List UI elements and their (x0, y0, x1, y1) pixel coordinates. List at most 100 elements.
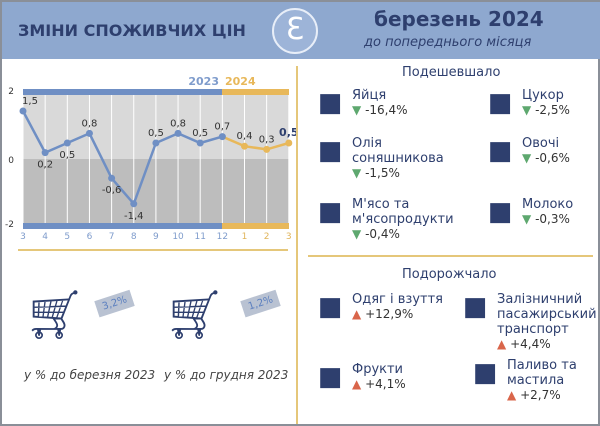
data-label: 0,7 (214, 122, 230, 133)
category-item: ■ Цукор ▼ -2,5% (482, 88, 598, 118)
category-item: ■ Яйця ▼ -16,4% (312, 88, 472, 118)
band-2023 (23, 89, 222, 95)
vegetables-icon: ■ (487, 136, 513, 166)
x-tick-label: 6 (87, 232, 93, 242)
data-point (63, 139, 71, 147)
category-change: ▼ -0,6% (522, 151, 570, 165)
year-label-2024: 2024 (225, 75, 256, 88)
y-tick-label: 0 (8, 156, 14, 166)
fuel-icon: ■ (472, 358, 498, 388)
band-2023 (23, 223, 222, 229)
data-label: 0,5 (279, 126, 296, 139)
category-change: ▲ +4,1% (352, 377, 406, 391)
triangle-down-icon: ▼ (522, 151, 532, 165)
category-change: ▼ -0,3% (522, 212, 570, 226)
cart-icon: 🛒︎ (164, 287, 225, 343)
y-tick-label: -2 (5, 220, 14, 230)
x-tick-label: 10 (172, 232, 184, 242)
data-point (85, 129, 93, 137)
series-line-2024 (221, 135, 290, 151)
data-label: 0,8 (81, 118, 97, 129)
category-name: Залізничний пасажирський транспорт (497, 292, 597, 337)
data-point (218, 133, 226, 141)
category-name: Олія соняшникова (352, 136, 444, 166)
data-point (285, 139, 293, 147)
data-label: -1,4 (124, 211, 144, 222)
category-change: ▼ -16,4% (352, 103, 408, 117)
annual-change-tag: 3,2% (94, 289, 136, 318)
category-name: Фрукти (352, 362, 404, 377)
category-change: ▼ -1,5% (352, 166, 400, 180)
report-month: березень 2024 (374, 7, 544, 31)
category-item: ■ Фрукти ▲ +4,1% (312, 362, 452, 392)
x-tick-label: 9 (153, 232, 159, 242)
x-tick-label: 7 (109, 232, 115, 242)
x-tick-label: 1 (242, 232, 248, 242)
data-label: 0,2 (37, 160, 53, 171)
x-tick-label: 4 (42, 232, 48, 242)
report-subtitle: до попереднього місяця (364, 35, 532, 50)
triangle-down-icon: ▼ (522, 212, 532, 226)
triangle-up-icon: ▲ (507, 388, 517, 402)
oil-icon: ■ (317, 136, 343, 166)
triangle-up-icon: ▲ (352, 377, 362, 391)
annual-caption: у % до березня 2023 (24, 368, 156, 382)
category-item: ■ Залізничний пасажирський транспорт ▲ +… (457, 292, 597, 352)
x-tick-label: 5 (64, 232, 70, 242)
divider (308, 255, 593, 257)
category-item: ■ Молоко ▼ -0,3% (482, 197, 598, 227)
category-change: ▲ +4,4% (497, 337, 551, 351)
divider (296, 66, 298, 424)
band-2024 (222, 223, 289, 229)
band-2024 (222, 89, 289, 95)
train-icon: ■ (462, 292, 488, 322)
y-tick-label: 2 (8, 87, 14, 97)
page-title: ЗМІНИ СПОЖИВЧИХ ЦІН (18, 21, 246, 40)
data-point (130, 200, 138, 208)
data-label: 0,4 (237, 131, 253, 142)
data-label: 1,5 (22, 96, 38, 107)
sugar-icon: ■ (487, 88, 513, 118)
data-label: 0,8 (170, 118, 186, 129)
data-label: 0,5 (192, 128, 208, 139)
category-name: Яйця (352, 88, 387, 103)
data-label: 0,5 (148, 128, 164, 139)
category-name: Овочі (522, 136, 560, 151)
pricier-heading: Подорожчало (402, 267, 497, 282)
data-point (196, 139, 204, 147)
cheaper-heading: Подешевшало (402, 65, 501, 80)
triangle-up-icon: ▲ (352, 307, 362, 321)
eggs-icon: ■ (317, 88, 343, 118)
year-label-2023: 2023 (188, 75, 219, 88)
x-tick-label: 3 (20, 232, 26, 242)
x-tick-label: 2 (264, 232, 270, 242)
data-point (241, 142, 248, 150)
meat-icon: ■ (317, 197, 343, 227)
x-tick-label: 8 (131, 232, 137, 242)
data-point (108, 174, 116, 182)
category-name: Одяг і взуття (352, 292, 443, 307)
category-name: М'ясо та м'ясопродукти (352, 197, 454, 227)
category-name: Паливо та мастила (507, 358, 577, 388)
fruit-icon: ■ (317, 362, 343, 392)
data-point (152, 139, 160, 147)
category-item: ■ М'ясо та м'ясопродукти ▼ -0,4% (312, 197, 472, 242)
ytd-change-tag: 1,2% (240, 289, 282, 318)
triangle-up-icon: ▲ (497, 337, 507, 351)
data-label: 0,3 (259, 134, 275, 145)
category-change: ▼ -0,4% (352, 227, 400, 241)
cart-icon: 🛒︎ (24, 287, 85, 343)
series-line-2023 (21, 110, 223, 207)
x-tick-label: 12 (217, 232, 228, 242)
data-point (41, 149, 49, 157)
data-label: -0,6 (102, 185, 122, 196)
category-name: Цукор (522, 88, 564, 103)
category-item: ■ Паливо та мастила ▲ +2,7% (467, 358, 597, 403)
clothes-icon: ■ (317, 292, 343, 322)
triangle-down-icon: ▼ (352, 227, 362, 241)
category-item: ■ Одяг і взуття ▲ +12,9% (312, 292, 452, 322)
triangle-down-icon: ▼ (352, 103, 362, 117)
category-change: ▲ +12,9% (352, 307, 414, 321)
category-item: ■ Олія соняшникова ▼ -1,5% (312, 136, 472, 181)
